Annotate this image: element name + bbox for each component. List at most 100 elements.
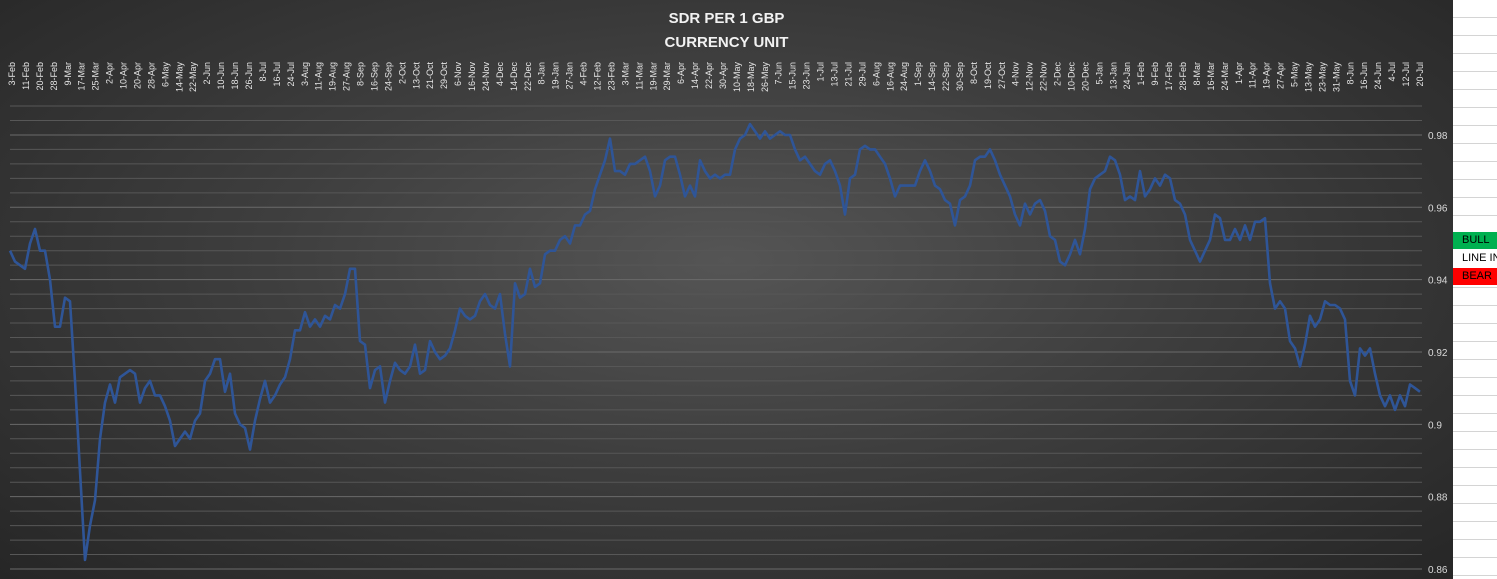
x-tick-label: 2-Dec — [1053, 62, 1063, 87]
x-tick-label: 26-Jun — [244, 62, 254, 90]
x-tick-label: 3-Aug — [300, 62, 310, 86]
x-tick-label: 13-Jul — [829, 62, 839, 87]
chart-title: SDR PER 1 GBP — [668, 10, 785, 27]
y-tick-label: 0.86 — [1428, 565, 1448, 576]
x-tick-label: 16-Aug — [885, 62, 895, 91]
x-tick-label: 2-Oct — [397, 62, 407, 85]
x-tick-label: 25-Mar — [91, 62, 101, 91]
x-tick-label: 14-Dec — [509, 62, 519, 92]
x-tick-label: 19-Jan — [551, 62, 561, 90]
x-tick-label: 14-Sep — [927, 62, 937, 91]
x-tick-label: 14-May — [174, 62, 184, 93]
x-tick-label: 16-Jun — [1359, 62, 1369, 90]
x-tick-label: 6-Nov — [453, 62, 463, 87]
x-tick-label: 23-Jun — [802, 62, 812, 90]
x-tick-label: 10-Jun — [216, 62, 226, 90]
x-tick-label: 18-Jun — [230, 62, 240, 90]
x-tick-label: 27-Jan — [565, 62, 575, 90]
x-tick-label: 22-May — [188, 62, 198, 93]
x-tick-label: 30-Sep — [955, 62, 965, 91]
x-tick-label: 20-Feb — [35, 62, 45, 91]
x-tick-label: 3-Feb — [7, 62, 17, 86]
chart-area: SDR PER 1 GBP CURRENCY UNIT 0.86 0.88 0.9 0… — [0, 0, 1453, 579]
x-tick-label: 24-Aug — [899, 62, 909, 91]
x-tick-label: 10-Dec — [1066, 62, 1076, 92]
line-plot: 0.86 0.88 0.9 0.92 0.94 0.96 0.98 3-Feb 11-Feb 20… — [7, 62, 1448, 576]
x-tick-label: 24-Sep — [383, 62, 393, 91]
x-tick-label: 4-Feb — [579, 62, 589, 86]
x-tick-label: 24-Nov — [481, 62, 491, 92]
x-tick-label: 13-Jan — [1108, 62, 1118, 90]
x-tick-label: 8-Mar — [1192, 62, 1202, 86]
x-tick-label: 8-Jun — [1345, 62, 1355, 85]
x-tick-label: 15-Jun — [788, 62, 798, 90]
x-tick-label: 16-Mar — [1206, 62, 1216, 91]
bull-cell[interactable]: BULL — [1453, 232, 1497, 249]
x-tick-label: 20-Jul — [1415, 62, 1425, 87]
x-tick-label: 9-Mar — [63, 62, 73, 86]
x-tick-label: 21-Oct — [425, 62, 435, 90]
x-tick-label: 8-Sep — [356, 62, 366, 86]
x-tick-label: 19-Apr — [1262, 62, 1272, 89]
x-tick-label: 6-Apr — [676, 62, 686, 84]
x-tick-label: 4-Nov — [1011, 62, 1021, 87]
x-tick-label: 2-Jun — [202, 62, 212, 85]
y-tick-label: 0.92 — [1428, 348, 1448, 359]
x-tick-label: 1-Jul — [816, 62, 826, 82]
x-tick-label: 28-Feb — [49, 62, 59, 91]
x-tick-label: 7-Jun — [774, 62, 784, 85]
x-tick-label: 12-Feb — [593, 62, 603, 91]
line-in-cell[interactable]: LINE IN — [1453, 250, 1497, 267]
x-tick-label: 11-Apr — [1248, 62, 1258, 88]
x-tick-label: 29-Mar — [662, 62, 672, 91]
x-tick-label: 10-Apr — [119, 62, 129, 89]
x-tick-label: 27-Oct — [997, 62, 1007, 90]
x-tick-label: 19-Mar — [648, 62, 658, 91]
y-tick-label: 0.98 — [1428, 131, 1448, 142]
x-tick-label: 20-Dec — [1080, 62, 1090, 92]
x-tick-label: 12-Nov — [1025, 62, 1035, 92]
x-tick-label: 16-Jul — [272, 62, 282, 87]
x-tick-label: 24-Jun — [1373, 62, 1383, 90]
x-tick-label: 22-Nov — [1039, 62, 1049, 92]
x-tick-label: 29-Oct — [439, 62, 449, 90]
x-tick-label: 22-Apr — [704, 62, 714, 89]
x-tick-label: 26-May — [760, 62, 770, 93]
y-tick-label: 0.96 — [1428, 203, 1448, 214]
x-tick-label: 23-Feb — [606, 62, 616, 91]
x-tick-label: 12-Jul — [1401, 62, 1411, 87]
x-tick-label: 18-May — [746, 62, 756, 93]
x-tick-label: 27-Apr — [1276, 62, 1286, 89]
x-tick-label: 24-Jan — [1122, 62, 1132, 90]
x-tick-label: 5-May — [1290, 62, 1300, 88]
x-tick-label: 22-Dec — [523, 62, 533, 92]
x-tick-label: 24-Mar — [1220, 62, 1230, 91]
y-tick-label: 0.88 — [1428, 493, 1448, 504]
x-tick-label: 27-Aug — [342, 62, 352, 91]
x-tick-label: 8-Oct — [969, 62, 979, 85]
x-tick-label: 16-Sep — [369, 62, 379, 91]
x-tick-label: 28-Apr — [146, 62, 156, 89]
x-tick-label: 17-Feb — [1164, 62, 1174, 91]
x-tick-label: 11-Mar — [634, 62, 644, 90]
x-tick-label: 3-Mar — [620, 62, 630, 86]
series-line — [8, 122, 1421, 562]
bear-cell[interactable]: BEAR — [1453, 268, 1497, 285]
x-tick-label: 20-Apr — [132, 62, 142, 89]
x-tick-label: 9-Feb — [1150, 62, 1160, 86]
x-tick-label: 5-Jan — [1094, 62, 1104, 85]
x-tick-label: 4-Dec — [495, 62, 505, 87]
x-tick-label: 1-Apr — [1234, 62, 1244, 84]
x-tick-label: 21-Jul — [843, 62, 853, 87]
x-tick-label: 23-May — [1317, 62, 1327, 93]
x-tick-label: 13-May — [1303, 62, 1313, 93]
x-tick-label: 6-May — [160, 62, 170, 88]
x-tick-label: 19-Aug — [328, 62, 338, 91]
x-tick-label: 31-May — [1331, 62, 1341, 93]
x-tick-label: 10-May — [732, 62, 742, 93]
x-tick-label: 14-Apr — [690, 62, 700, 89]
x-tick-label: 30-Apr — [718, 62, 728, 89]
x-tick-label: 16-Nov — [467, 62, 477, 92]
x-tick-label: 8-Jan — [537, 62, 547, 85]
x-tick-label: 19-Oct — [983, 62, 993, 90]
